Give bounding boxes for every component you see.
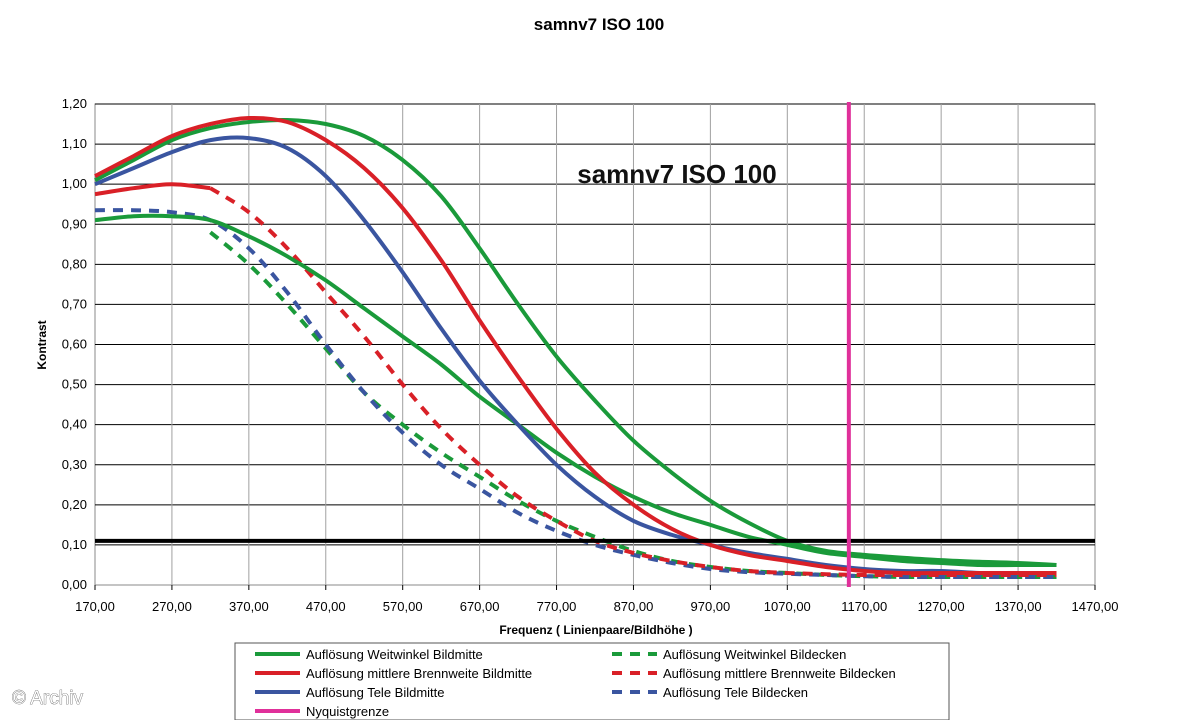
series-lines [94,115,1057,580]
x-tick-labels: 170,00 270,00 370,00 470,00 570,00 670,00 770,… [75,599,1118,614]
y-tick-label: 0,20 [62,497,87,512]
y-tick-label: 0,90 [62,216,87,231]
y-tick-label: 0,30 [62,457,87,472]
x-tick-label: 1270,00 [918,599,965,614]
legend-box [234,642,950,720]
x-tick-label: 570,00 [383,599,423,614]
x-tick-label: 970,00 [691,599,731,614]
x-tick-label: 1070,00 [764,599,811,614]
y-axis-label: Kontrast [35,320,49,369]
x-tick-label: 1470,00 [1072,599,1119,614]
series-line-weit-mitte [94,213,1057,568]
x-tick-label: 1370,00 [995,599,1042,614]
reference-lines [95,102,1095,587]
series-line-mittel-mitte-low [94,182,211,197]
y-tick-labels: 0,00 0,10 0,20 0,30 0,40 0,50 0,60 0,70 0,80 0,90… [62,96,87,592]
x-axis-label: Frequenz ( Linienpaare/Bildhöhe ) [499,623,692,637]
y-tick-label: 0,40 [62,417,87,432]
x-tick-label: 170,00 [75,599,115,614]
legend-entry-label: Auflösung mittlere Brennweite Bildmitte [306,666,532,681]
legend-entry-label: Auflösung mittlere Brennweite Bildecken [663,666,896,681]
y-tick-label: 0,70 [62,296,87,311]
y-tick-label: 1,10 [62,136,87,151]
y-tick-label: 0,80 [62,256,87,271]
x-tick-label: 270,00 [152,599,192,614]
plot-inner-title: samnv7 ISO 100 [577,159,776,189]
x-tick-label: 370,00 [229,599,269,614]
legend-entry-label: Auflösung Tele Bildmitte [306,685,445,700]
y-tick-label: 0,10 [62,537,87,552]
legend-entry-label: Auflösung Tele Bildecken [663,685,808,700]
credit-watermark: © Archiv [12,688,84,709]
chart-title: samnv7 ISO 100 [534,15,664,34]
legend-entry-label: Auflösung Weitwinkel Bildmitte [306,647,483,662]
legend-entry-label: Nyquistgrenze [306,704,389,719]
series-line-tele-ecken [94,208,1057,580]
y-tick-label: 0,50 [62,377,87,392]
x-tick-label: 770,00 [537,599,577,614]
x-tick-label: 870,00 [614,599,654,614]
series-line-mittel-mitte [94,115,1057,576]
y-tick-label: 0,60 [62,337,87,352]
series-line-weit-mitte-solid [94,117,1057,567]
y-tick-label: 1,00 [62,176,87,191]
y-tick-label: 0,00 [62,577,87,592]
x-tick-label: 1170,00 [841,599,887,614]
y-tick-label: 1,20 [62,96,87,111]
x-tick-label: 670,00 [460,599,500,614]
legend: Auflösung Weitwinkel Bildmitte Auflösung … [234,642,950,720]
legend-entry-label: Auflösung Weitwinkel Bildecken [663,647,846,662]
x-tick-label: 470,00 [306,599,346,614]
